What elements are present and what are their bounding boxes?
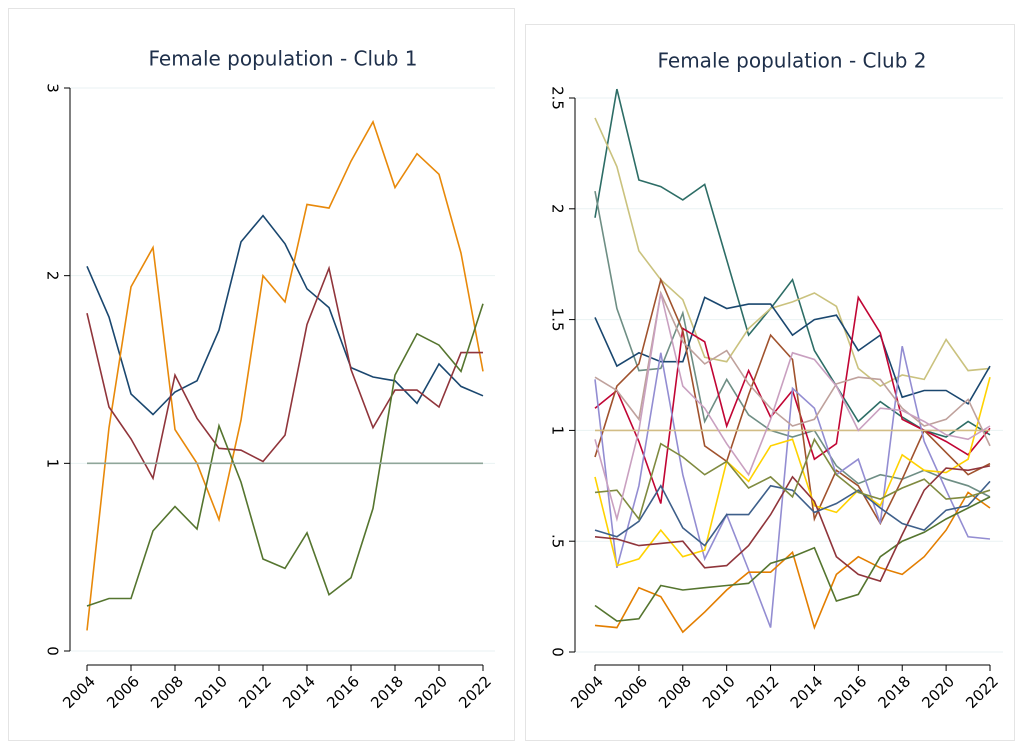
y-tick-label: 2.5	[549, 86, 567, 110]
y-tick-label: 0	[44, 646, 62, 656]
y-tick-label: 2	[44, 271, 62, 281]
panel-frame	[8, 8, 515, 741]
y-tick-label: 2	[549, 204, 567, 214]
series-line	[86, 119, 484, 631]
y-tick-label: 1	[549, 426, 567, 436]
chart-title: Female population - Club 2	[657, 49, 926, 73]
series-line	[594, 437, 991, 521]
series-line	[594, 346, 991, 628]
series-line	[594, 491, 991, 634]
series-line	[594, 465, 991, 583]
series-line	[86, 265, 483, 481]
series-line	[594, 376, 991, 567]
y-tick-label: 0	[549, 647, 567, 657]
chart-title: Female population - Club 1	[148, 47, 417, 71]
y-tick-label: .5	[549, 534, 567, 548]
y-tick-label: 1.5	[549, 308, 567, 332]
y-tick-label: 1	[44, 459, 62, 469]
series-line	[594, 496, 991, 622]
series-line	[594, 296, 991, 405]
series-line	[86, 303, 484, 607]
series-line	[594, 480, 991, 547]
series-line	[86, 214, 484, 416]
y-tick-label: 3	[44, 83, 62, 93]
series-line	[594, 292, 991, 523]
panel-frame	[525, 24, 1015, 741]
